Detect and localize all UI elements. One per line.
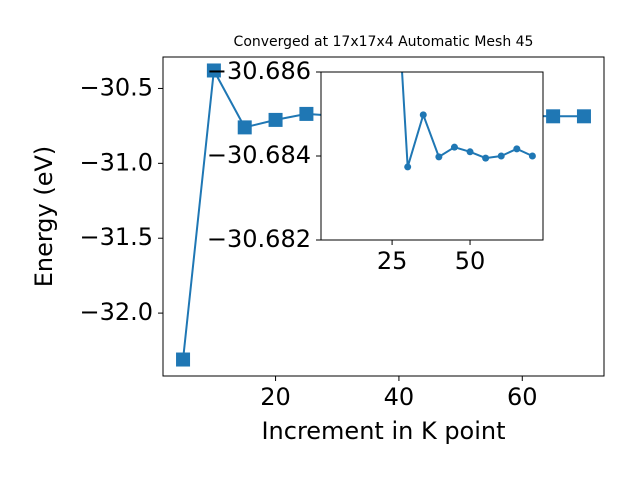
y-tick-label: −32.0	[79, 298, 153, 326]
marker	[435, 153, 443, 161]
x-tick-label: 25	[377, 247, 408, 275]
marker	[513, 145, 521, 153]
plot-area	[321, 72, 543, 240]
y-tick-label: −31.5	[79, 223, 153, 251]
y-tick-label: −30.5	[79, 73, 153, 101]
y-axis-label: Energy (eV)	[30, 146, 58, 288]
marker	[528, 152, 536, 160]
y-tick-label: −31.0	[79, 148, 153, 176]
x-tick-label: 50	[455, 247, 486, 275]
marker	[176, 352, 191, 367]
axes-frame	[162, 56, 605, 377]
marker	[497, 152, 505, 160]
marker	[268, 112, 283, 127]
x-tick-label: 20	[260, 383, 291, 411]
marker	[299, 106, 314, 121]
series-line	[401, 72, 533, 168]
y-tick-label: −30.682	[207, 225, 311, 253]
y-tick-label: −30.686	[207, 57, 311, 85]
marker	[404, 163, 412, 171]
marker	[466, 148, 474, 156]
y-tick-label: −30.684	[207, 141, 311, 169]
marker	[546, 109, 561, 124]
marker	[482, 154, 490, 162]
plot-content	[401, 72, 536, 171]
marker	[576, 109, 591, 124]
marker	[206, 63, 221, 78]
marker	[450, 143, 458, 151]
x-axis-label: Increment in K point	[261, 417, 505, 445]
marker	[419, 111, 427, 119]
x-tick-label: 60	[507, 383, 538, 411]
x-tick-label: 40	[384, 383, 415, 411]
marker	[237, 120, 252, 135]
chart-title: Converged at 17x17x4 Automatic Mesh 45	[234, 34, 534, 50]
